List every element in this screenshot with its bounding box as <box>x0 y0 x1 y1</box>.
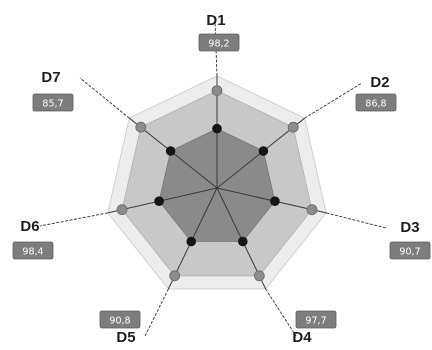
outer-marker-d2 <box>287 121 299 133</box>
value-box-d5 <box>99 310 141 329</box>
inner-marker-d4 <box>238 236 248 247</box>
leader-line-d3 <box>326 212 387 229</box>
value-box-d3 <box>389 241 431 260</box>
value-box-d7 <box>32 93 74 112</box>
value-label-d3: 90,7 <box>399 247 420 258</box>
inner-marker-d3 <box>270 196 280 206</box>
leader-line-d2 <box>304 82 363 119</box>
axis-label-d7: D7 <box>41 69 60 86</box>
inner-marker-d7 <box>165 146 176 156</box>
value-box-d4 <box>295 310 337 329</box>
leader-line-d5 <box>144 288 169 337</box>
value-label-d5: 90,8 <box>109 316 130 327</box>
inner-marker-d6 <box>154 196 164 206</box>
outer-marker-d5 <box>169 270 181 282</box>
inner-marker-d2 <box>258 146 269 156</box>
value-box-d1 <box>198 33 240 52</box>
outer-marker-d6 <box>116 204 128 216</box>
leader-line-d6 <box>39 212 108 227</box>
value-label-d2: 86,8 <box>365 99 386 110</box>
axis-label-d4: D4 <box>292 329 312 346</box>
axis-label-d3: D3 <box>400 219 419 236</box>
value-label-d6: 98,4 <box>22 247 43 258</box>
value-box-d6 <box>12 241 54 260</box>
value-label-d7: 85,7 <box>42 99 63 110</box>
axis-label-d2: D2 <box>370 74 389 91</box>
axis-label-d6: D6 <box>20 218 39 235</box>
leader-line-d7 <box>79 77 130 119</box>
outer-marker-d4 <box>253 270 265 282</box>
radar-labels: D1 98,2 D2 86,8 D3 90,7 D4 97,7 D5 90,8 D6 98,4 D7 85… <box>12 12 431 346</box>
leader-line-d4 <box>265 288 297 337</box>
axis-label-d5: D5 <box>116 329 135 346</box>
outer-marker-d1 <box>211 85 223 96</box>
value-label-d4: 97,7 <box>305 316 326 327</box>
outer-marker-d7 <box>135 121 147 133</box>
axis-label-d1: D1 <box>206 12 225 29</box>
inner-marker-d1 <box>212 123 222 134</box>
value-box-d2 <box>355 93 397 112</box>
value-label-d1: 98,2 <box>208 39 229 50</box>
inner-marker-d5 <box>186 236 196 247</box>
outer-marker-d3 <box>306 204 318 216</box>
radar-markers <box>116 85 318 282</box>
